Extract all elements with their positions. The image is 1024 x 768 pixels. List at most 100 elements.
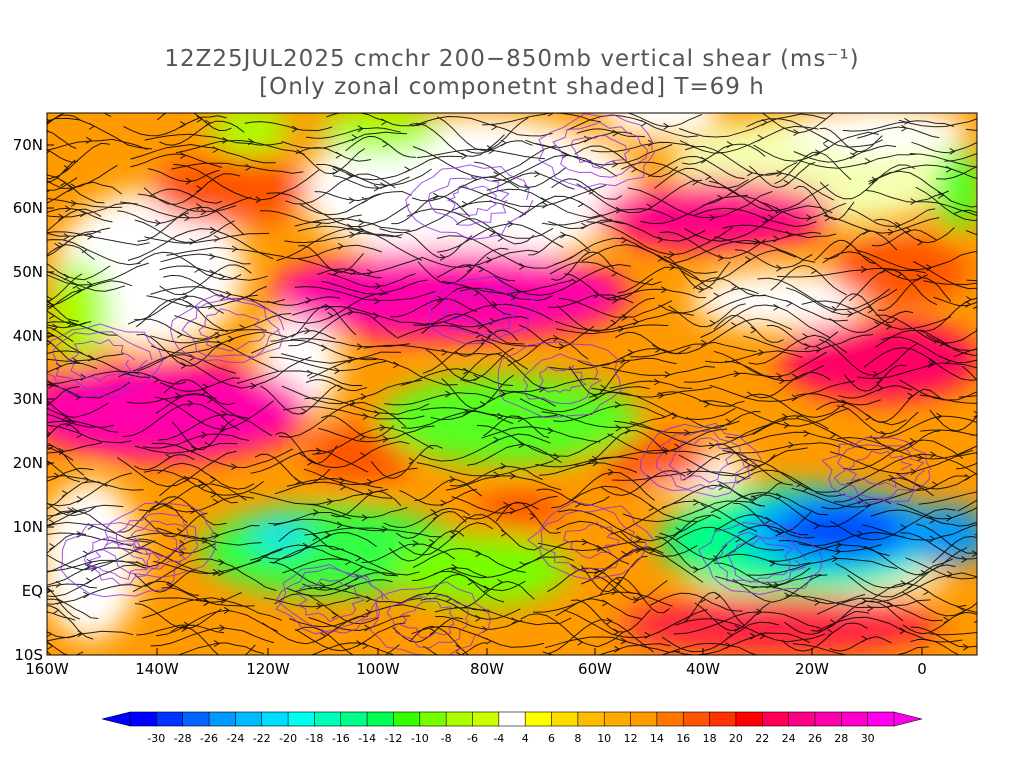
streamline xyxy=(640,195,778,225)
contour-line xyxy=(130,520,189,558)
streamline-arrow xyxy=(255,196,262,204)
streamline xyxy=(47,227,111,237)
contour-line xyxy=(668,437,734,483)
streamline-arrow xyxy=(351,134,358,142)
streamline xyxy=(47,481,108,510)
streamline-arrow xyxy=(523,184,531,192)
streamline xyxy=(655,536,728,571)
streamline xyxy=(295,626,400,655)
streamline-arrow xyxy=(888,474,895,482)
streamline-arrow xyxy=(441,348,448,356)
streamline xyxy=(327,273,416,288)
streamline-arrow xyxy=(909,437,916,445)
streamline-arrow xyxy=(996,276,1001,282)
streamline-arrow xyxy=(744,461,752,469)
streamline xyxy=(694,602,771,632)
streamline-arrow xyxy=(358,218,365,226)
streamline-arrow xyxy=(47,129,50,133)
map-title-line2: [Only zonal componetnt shaded] T=69 h xyxy=(259,74,765,100)
streamline xyxy=(411,176,520,202)
colorbar-label: -30 xyxy=(147,732,165,745)
contour-line xyxy=(67,338,136,382)
streamline-arrow xyxy=(669,263,676,271)
streamline-arrow xyxy=(228,335,235,343)
streamline-arrow xyxy=(461,200,469,208)
streamline xyxy=(462,502,539,520)
streamline-arrow xyxy=(514,288,521,296)
streamline xyxy=(47,231,150,246)
streamline xyxy=(47,288,86,311)
streamline-arrow xyxy=(547,427,554,435)
lat-tick-label: 10S xyxy=(14,646,43,664)
streamline xyxy=(137,538,216,554)
streamline xyxy=(863,545,968,576)
streamline-arrow xyxy=(491,301,498,309)
streamline-arrow xyxy=(48,381,55,389)
streamline-arrow xyxy=(436,295,444,303)
streamline-arrow xyxy=(917,454,924,462)
streamline-arrow xyxy=(887,601,894,609)
streamline xyxy=(919,394,977,404)
streamline-arrow xyxy=(88,122,96,130)
streamline-arrow xyxy=(86,281,94,289)
streamline-arrow xyxy=(750,326,757,334)
streamline xyxy=(523,540,630,565)
streamline-arrow xyxy=(822,136,830,144)
streamline xyxy=(970,434,977,436)
streamline xyxy=(746,371,831,399)
streamline xyxy=(47,142,111,180)
streamline-arrow xyxy=(201,431,208,439)
streamline xyxy=(299,190,412,216)
streamline xyxy=(296,148,366,175)
streamline-arrow xyxy=(978,386,983,392)
streamline-arrow xyxy=(216,654,219,655)
streamline-arrow xyxy=(473,289,480,297)
streamline-arrow xyxy=(517,415,524,423)
streamline-arrow xyxy=(796,480,803,488)
streamline xyxy=(126,532,262,546)
streamline xyxy=(260,384,338,415)
streamline-arrow xyxy=(373,184,380,192)
streamline-arrow xyxy=(725,418,732,426)
colorbar-swatch xyxy=(788,711,816,727)
contour-line xyxy=(275,563,389,635)
streamline xyxy=(956,606,977,614)
streamline xyxy=(146,294,259,309)
streamline-arrow xyxy=(978,114,983,120)
streamline-arrow xyxy=(611,269,618,277)
streamline xyxy=(148,496,227,526)
streamline-arrow xyxy=(614,645,621,653)
streamline-arrow xyxy=(486,145,493,152)
streamline xyxy=(586,221,733,256)
colorbar-label: -8 xyxy=(441,732,452,745)
streamline-arrow xyxy=(674,443,681,451)
streamline-arrow xyxy=(765,516,772,524)
streamline xyxy=(548,219,613,230)
streamline xyxy=(158,413,273,441)
streamline-arrow xyxy=(929,516,936,524)
streamline xyxy=(47,114,81,126)
streamline xyxy=(556,297,655,333)
colorbar-swatch xyxy=(524,711,553,727)
streamline xyxy=(743,334,874,353)
streamline xyxy=(280,351,402,364)
contour-line xyxy=(538,364,587,393)
streamline xyxy=(577,348,671,367)
streamline-arrow xyxy=(730,322,738,329)
streamline-arrow xyxy=(783,421,790,429)
colorbar-swatch xyxy=(182,711,210,727)
streamline xyxy=(714,513,809,536)
streamline xyxy=(47,208,102,232)
streamline-arrow xyxy=(851,148,859,156)
streamline-arrow xyxy=(895,221,902,229)
streamline xyxy=(933,296,977,307)
streamline-arrow xyxy=(861,635,868,643)
streamline xyxy=(139,597,255,607)
streamline xyxy=(137,193,252,212)
streamline xyxy=(290,338,410,348)
streamline xyxy=(705,350,803,364)
streamline xyxy=(144,133,283,146)
streamline xyxy=(525,131,632,148)
streamline xyxy=(920,429,977,436)
streamline xyxy=(493,263,631,296)
